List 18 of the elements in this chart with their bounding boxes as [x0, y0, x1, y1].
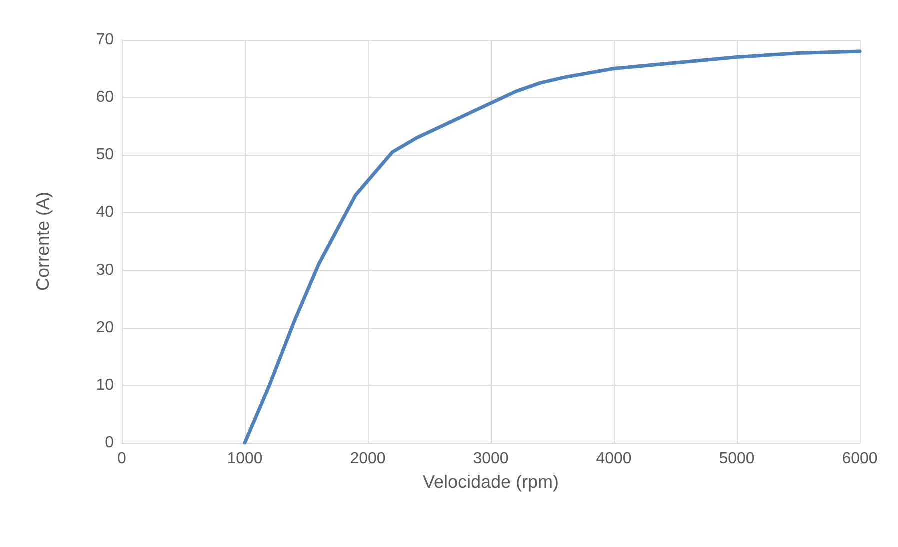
y-tick-label: 0 [105, 434, 114, 452]
y-tick-label: 70 [96, 32, 114, 48]
x-tick-label: 6000 [842, 450, 878, 468]
x-tick-label: 5000 [719, 450, 755, 468]
y-tick-label: 60 [96, 89, 114, 106]
x-tick-label: 2000 [350, 450, 386, 468]
y-tick-label: 40 [96, 204, 114, 222]
y-tick-label: 10 [96, 376, 114, 394]
x-tick-label: 4000 [596, 450, 632, 468]
y-tick-label: 20 [96, 319, 114, 336]
x-tick-label: 3000 [473, 450, 509, 468]
x-tick-label: 0 [118, 450, 127, 468]
y-tick-label: 30 [96, 262, 114, 279]
y-axis-title: Corrente (A) [33, 192, 53, 292]
x-tick-label: 1000 [227, 450, 263, 468]
y-tick-label: 50 [96, 146, 114, 164]
x-axis-title: Velocidade (rpm) [422, 472, 560, 492]
line-series [243, 50, 862, 445]
